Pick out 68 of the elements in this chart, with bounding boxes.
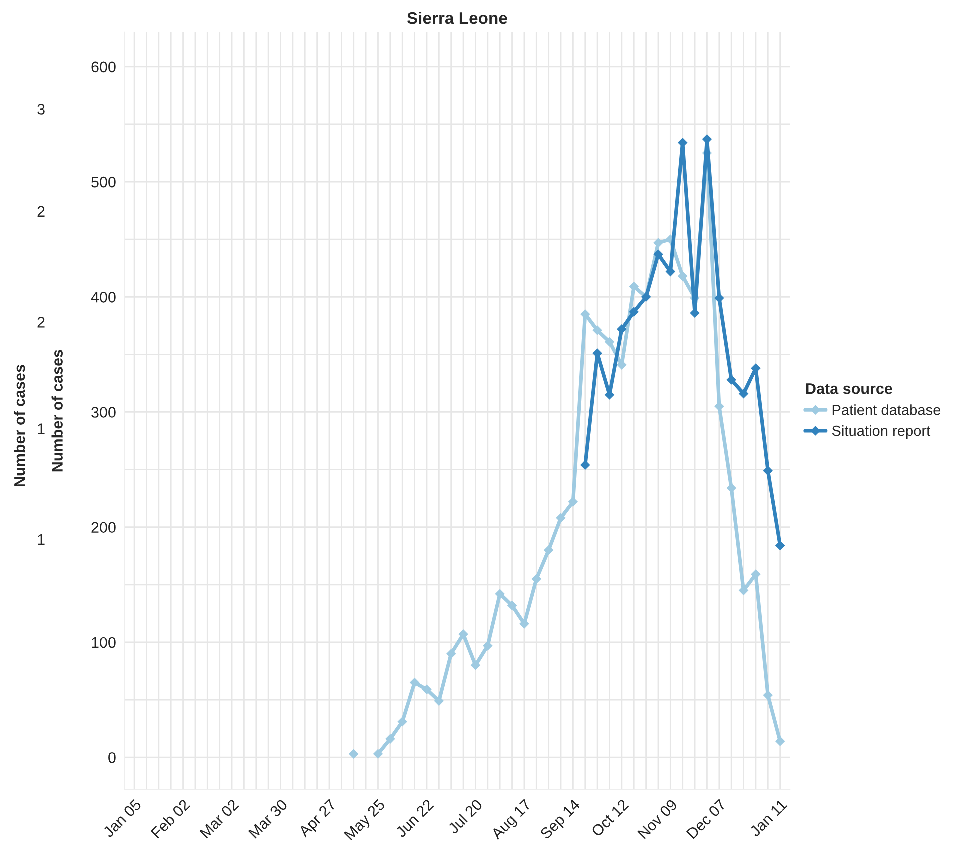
point — [495, 589, 505, 599]
y-tick-label: 100 — [92, 637, 116, 648]
point — [629, 307, 639, 317]
x-tick-label: Sep 14 — [540, 798, 583, 842]
point — [714, 294, 724, 303]
point — [349, 749, 358, 759]
point — [386, 734, 396, 744]
point — [678, 272, 688, 282]
y-tick-label: 0 — [108, 752, 116, 764]
x-tick-label: Jul 20 — [447, 798, 484, 835]
point — [580, 460, 590, 470]
x-tick-label: Mar 02 — [200, 798, 240, 839]
point — [446, 649, 456, 659]
x-tick-label: Oct 12 — [590, 798, 630, 838]
point — [739, 389, 748, 398]
y-axis-title: Number of cases — [52, 350, 63, 472]
point — [654, 250, 664, 260]
x-tick-label: Nov 09 — [638, 798, 678, 840]
text: 2 — [38, 317, 45, 328]
point — [726, 484, 736, 493]
point — [483, 641, 493, 651]
point — [508, 601, 517, 610]
point — [532, 574, 542, 584]
point — [568, 497, 578, 507]
point — [458, 630, 468, 640]
point — [690, 308, 700, 318]
point — [398, 717, 408, 727]
legend-label: Situation report — [832, 426, 931, 440]
x-tick-label: Aug 17 — [490, 799, 534, 842]
point — [617, 324, 627, 334]
legend-label: Patient database — [832, 404, 941, 416]
y-tick-label: 200 — [92, 522, 116, 534]
legend-title: Data source — [806, 384, 892, 394]
text: Number of cases — [14, 365, 26, 487]
point — [776, 736, 785, 746]
text: 1 — [38, 424, 45, 434]
text: 2 — [38, 206, 45, 217]
x-tick-label: Mar 30 — [248, 798, 288, 839]
x-tick-label: Dec 07 — [686, 798, 727, 840]
point — [471, 660, 480, 670]
point — [714, 402, 724, 412]
x-tick-label: Apr 27 — [298, 798, 340, 840]
y-tick-label: 500 — [92, 176, 116, 188]
point — [654, 238, 664, 248]
text: 1 — [38, 534, 45, 545]
chart-title: Sierra Leone — [407, 12, 508, 24]
point — [410, 678, 420, 688]
y-tick-label: 600 — [92, 62, 116, 73]
point — [544, 546, 554, 555]
point — [556, 514, 566, 523]
x-tick-label: Jan 11 — [749, 799, 788, 838]
y-tick-label: 400 — [91, 292, 116, 303]
x-tick-label: Jun 22 — [395, 798, 434, 838]
x-tick-label: May 25 — [344, 798, 388, 843]
point — [374, 749, 383, 759]
point — [434, 696, 444, 706]
point — [776, 541, 785, 550]
point — [605, 337, 614, 347]
point — [726, 375, 736, 385]
y-tick-label: 300 — [92, 407, 116, 418]
x-tick-label: Jan 05 — [102, 798, 142, 838]
point — [764, 466, 773, 476]
point — [422, 685, 432, 694]
point — [592, 326, 602, 336]
text: 3 — [38, 104, 45, 115]
point — [764, 690, 773, 700]
x-tick-label: Feb 02 — [150, 798, 191, 839]
point — [629, 282, 639, 292]
